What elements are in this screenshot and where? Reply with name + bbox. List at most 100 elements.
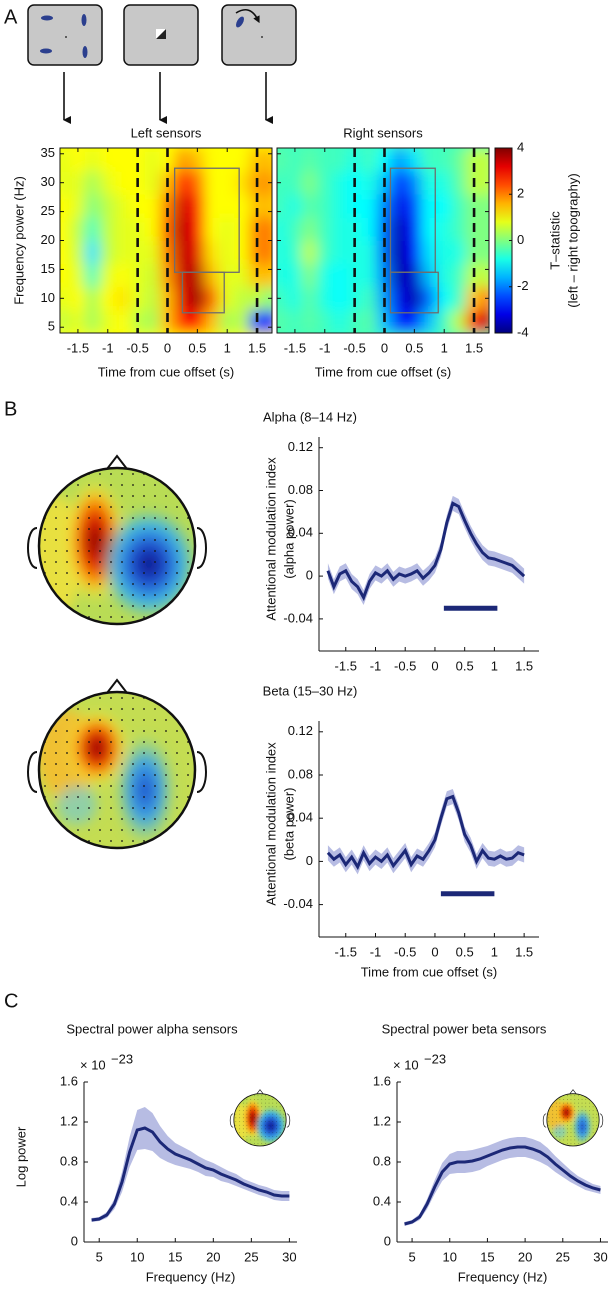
heatmap-cell [159, 193, 176, 218]
grating [82, 46, 88, 58]
y-tick-label: 0.8 [60, 1153, 78, 1168]
heatmap-cell [144, 170, 161, 195]
y-offset-exponent: −23 [424, 1051, 446, 1066]
x-tick-label: 10 [443, 1249, 457, 1264]
x-tick-label: 0 [431, 658, 438, 673]
heatmap-cell [219, 148, 236, 172]
heatmap-cell [69, 240, 86, 265]
heatmap-cell [189, 193, 206, 218]
x-tick-label: 0.5 [456, 658, 474, 673]
x-tick-label: 15 [168, 1249, 182, 1264]
heatmap-cell [84, 216, 101, 241]
x-tick-label: -1 [319, 340, 331, 355]
heatmap-cell [144, 193, 161, 218]
heatmap-cell [481, 263, 489, 288]
heatmap-cell [316, 309, 333, 333]
heatmap-cell [249, 193, 266, 218]
y-offset-base: × 10 [393, 1057, 419, 1072]
heatmap-cell [286, 193, 303, 218]
stimulus-frame [27, 4, 103, 66]
x-tick-label: -1 [370, 944, 382, 959]
heatmap-cell [174, 240, 191, 265]
x-tick-label: -0.5 [343, 340, 365, 355]
heatmap-cell [466, 240, 483, 265]
heatmap-cell [219, 240, 236, 265]
heatmap-cell [421, 148, 438, 172]
heatmap-cell [361, 240, 378, 265]
y-tick-label: 20 [41, 232, 55, 247]
roi-box [181, 271, 225, 314]
heatmap-cell [391, 263, 408, 288]
heatmap-cell [331, 148, 348, 172]
heatmap-cell [451, 148, 468, 172]
heatmap-cell [69, 286, 86, 311]
heatmap-cell [144, 240, 161, 265]
heatmap-cell [391, 309, 408, 333]
chart-title: Beta (15–30 Hz) [263, 683, 358, 698]
heatmap-cell [60, 263, 71, 288]
heatmap-cell [277, 263, 288, 288]
heatmap-cell [481, 148, 489, 172]
colorbar-tick-label: -4 [517, 324, 529, 339]
heatmap-cell [204, 240, 221, 265]
x-axis-label: Frequency (Hz) [146, 1269, 236, 1284]
heatmap-cell [346, 240, 363, 265]
heatmap-cell [234, 216, 251, 241]
heatmap-cell [219, 193, 236, 218]
chart-title: Spectral power beta sensors [382, 1021, 547, 1036]
heatmap-cell [301, 170, 318, 195]
heatmap-cell [234, 309, 251, 333]
heatmap-cell [144, 216, 161, 241]
heatmap-cell [204, 193, 221, 218]
y-tick-label: 0.4 [60, 1193, 78, 1208]
heatmap-cell [69, 193, 86, 218]
heatmap-cell [219, 309, 236, 333]
heatmap-cell [301, 309, 318, 333]
heatmap-cell [249, 240, 266, 265]
heatmap-cell [361, 216, 378, 241]
heatmap-cell [84, 148, 101, 172]
y-tick-label: 0.04 [288, 525, 313, 540]
heatmap-cell [114, 286, 131, 311]
heatmap-cell [316, 170, 333, 195]
heatmap-cell [144, 309, 161, 333]
heatmap-cell [301, 240, 318, 265]
topography-inset [543, 1090, 603, 1147]
x-tick-label: 20 [518, 1249, 532, 1264]
panel-label: C [4, 990, 18, 1012]
heatmap-cell [264, 240, 272, 265]
heatmap-cell [286, 148, 303, 172]
heatmap-cell [204, 263, 221, 288]
heatmap-cell [361, 263, 378, 288]
heatmap-cell [60, 309, 71, 333]
heatmap-cell [99, 263, 116, 288]
heatmap-cell [421, 216, 438, 241]
heatmap-cell [69, 148, 86, 172]
heatmap-cell [316, 148, 333, 172]
heatmap-cell [174, 216, 191, 241]
heatmap-cell [451, 193, 468, 218]
heatmap-cell [301, 286, 318, 311]
y-tick-label: 0 [306, 568, 313, 583]
heatmap-cell [174, 309, 191, 333]
error-band [327, 495, 525, 605]
heatmap-cell [114, 309, 131, 333]
error-band [91, 1107, 290, 1222]
x-tick-label: -1.5 [335, 658, 357, 673]
heatmap [277, 148, 489, 333]
heatmap-cell [84, 263, 101, 288]
heatmap-cell [189, 286, 206, 311]
heatmap-cell [99, 148, 116, 172]
y-axis-label: (alpha power) [281, 499, 296, 579]
heatmap-cell [436, 170, 453, 195]
x-tick-label: -0.5 [394, 658, 416, 673]
y-tick-label: 1.2 [373, 1113, 391, 1128]
heatmap-cell [277, 286, 288, 311]
x-tick-label: 20 [206, 1249, 220, 1264]
heatmap-cell [436, 286, 453, 311]
colorbar-label: T–statistic [547, 211, 562, 270]
x-axis-label: Time from cue offset (s) [315, 364, 452, 379]
mean-line [326, 501, 526, 602]
